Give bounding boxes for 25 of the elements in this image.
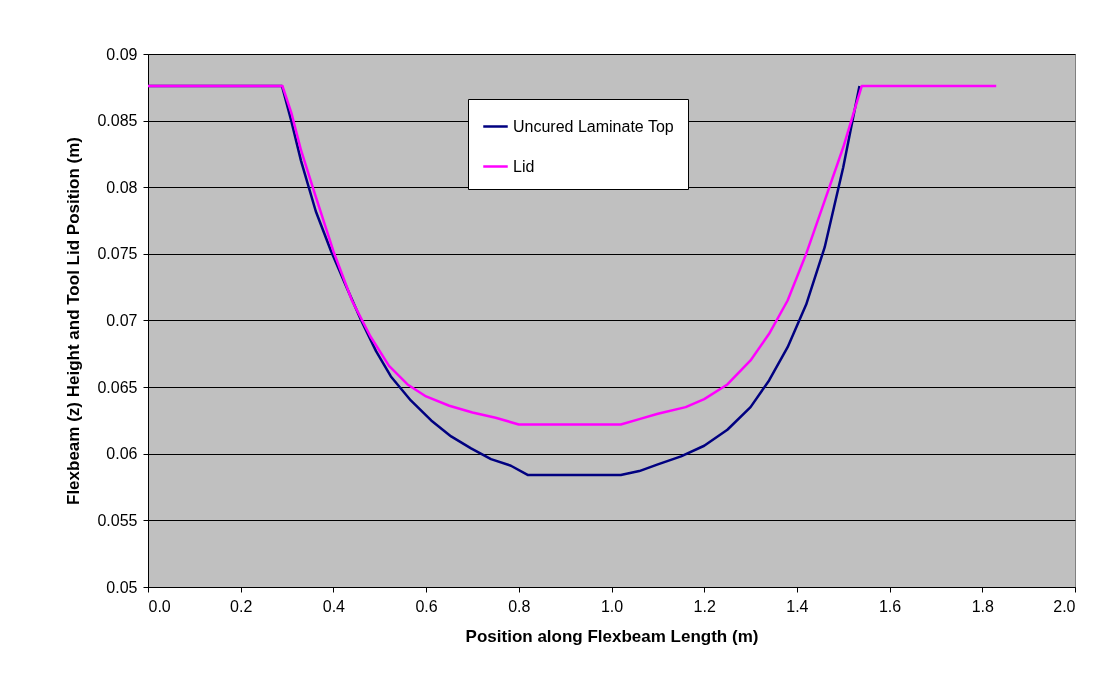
x-tick-label: 0.8 [508, 597, 531, 615]
y-tick-label: 0.055 [97, 511, 138, 529]
line-series [148, 84, 998, 426]
y-tick-label: 0.07 [106, 312, 138, 329]
x-tick-label: 1.2 [693, 597, 716, 615]
y-tick-label: 0.05 [106, 578, 138, 596]
x-tick-label: 0.6 [415, 597, 438, 615]
y-tick-label: 0.06 [106, 445, 138, 463]
x-tick-label: 1.4 [786, 597, 809, 615]
x-tick-label: 0.2 [230, 597, 253, 615]
x-tick-label: 0.4 [322, 597, 346, 615]
x-tick-label: 2.0 [1053, 597, 1076, 615]
y-tick-label: 0.075 [97, 245, 138, 263]
y-axis-title: Flexbeam (z) Height and Tool Lid Position (m) [64, 136, 84, 506]
legend-label: Lid [513, 157, 535, 175]
x-tick-label: 1.6 [878, 597, 902, 615]
x-tick-label: 0.0 [148, 597, 171, 615]
legend-label: Uncured Laminate Top [513, 117, 674, 135]
x-tick-label: 1.0 [600, 597, 624, 615]
y-tick-label: 0.09 [106, 45, 138, 63]
y-tick-label: 0.085 [97, 112, 138, 130]
x-tick-label: 1.8 [971, 597, 995, 615]
y-tick-label: 0.065 [97, 378, 138, 396]
y-tick-label: 0.08 [106, 178, 138, 196]
x-axis-title: Position along Flexbeam Length (m) [465, 626, 759, 646]
